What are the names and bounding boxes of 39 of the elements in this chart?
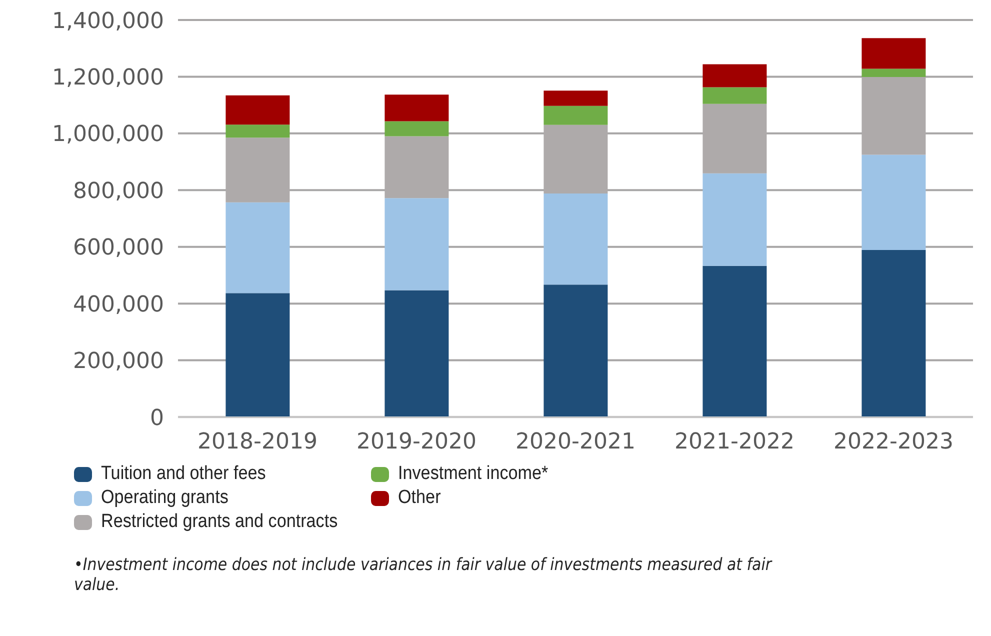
bar xyxy=(384,290,449,417)
legend-label: Tuition and other fees xyxy=(101,463,266,485)
bar xyxy=(544,194,608,285)
y-tick-label: 1,200,000 xyxy=(52,66,164,91)
x-tick-label: 2020-2021 xyxy=(516,430,636,455)
bar xyxy=(226,95,290,125)
text: •Investment income does not include variances in fair value of investments measured at fair value. xyxy=(74,555,774,595)
y-tick-label: 200,000 xyxy=(73,349,164,374)
bar xyxy=(544,284,608,417)
bar xyxy=(384,198,449,290)
bar xyxy=(862,250,926,417)
y-tick-label: 0 xyxy=(150,406,164,431)
legend-label: Other xyxy=(398,487,441,509)
y-tick-label: 1,400,000 xyxy=(52,8,164,34)
x-tick-label: 2018-2019 xyxy=(198,430,318,455)
bar xyxy=(226,293,290,417)
bar xyxy=(862,68,926,77)
bar xyxy=(862,154,926,250)
x-tick-label: 2022-2023 xyxy=(834,430,954,455)
legend-label: Operating grants xyxy=(101,487,228,509)
y-tick-label: 1,000,000 xyxy=(52,122,164,148)
x-tick-label: 2021-2022 xyxy=(674,430,794,455)
legend-label: Investment income* xyxy=(398,463,548,485)
bar xyxy=(226,124,290,138)
y-tick-label: 800,000 xyxy=(73,178,164,204)
x-tick-label: 2019-2020 xyxy=(356,430,476,455)
bar xyxy=(544,90,608,106)
bar xyxy=(384,121,449,136)
bar xyxy=(384,94,449,122)
legend-label: Restricted grants and contracts xyxy=(101,511,338,533)
bar xyxy=(702,64,767,88)
bar xyxy=(226,202,290,294)
y-tick-label: 400,000 xyxy=(73,292,164,318)
bar xyxy=(702,266,767,417)
y-tick-label: 600,000 xyxy=(73,236,164,261)
bar xyxy=(702,87,767,104)
bar xyxy=(862,38,926,69)
bar xyxy=(702,173,767,266)
bar xyxy=(544,106,608,125)
